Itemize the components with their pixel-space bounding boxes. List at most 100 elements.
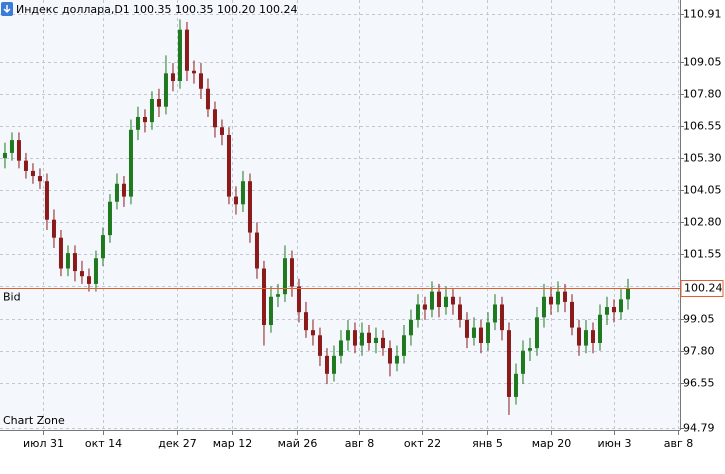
- y-tick-label: 106.55: [683, 120, 722, 133]
- candle-body: [268, 296, 273, 326]
- candle-body: [324, 355, 329, 374]
- candle-body: [492, 304, 497, 323]
- candle-body: [149, 99, 154, 123]
- candle-body: [212, 109, 217, 128]
- candle-body: [611, 307, 616, 313]
- candle-body: [184, 29, 189, 71]
- candle-body: [380, 337, 385, 349]
- y-tick-label: 109.05: [683, 56, 722, 69]
- x-tick-label: мар 12: [213, 437, 253, 450]
- candle-body: [625, 288, 630, 300]
- candle-body: [352, 330, 357, 346]
- candle-body: [121, 183, 126, 197]
- y-tick-label: 96.55: [683, 377, 715, 390]
- candle-body: [16, 140, 21, 161]
- candle-body: [191, 70, 196, 74]
- candle-body: [331, 355, 336, 374]
- candle-body: [177, 29, 182, 82]
- candle-body: [205, 88, 210, 110]
- candle-body: [261, 268, 266, 326]
- candle-body: [170, 73, 175, 82]
- header-value: 100.35: [175, 3, 214, 16]
- marks: [0, 0, 680, 430]
- candle-body: [72, 253, 77, 272]
- candle-body: [618, 299, 623, 313]
- candle-body: [345, 330, 350, 341]
- candle-body: [569, 301, 574, 328]
- candle-body: [23, 160, 28, 171]
- candle-body: [338, 340, 343, 356]
- candle-body: [65, 253, 70, 269]
- y-tick-label: 97.80: [683, 345, 715, 358]
- candle-body: [233, 196, 238, 205]
- candle-body: [44, 181, 49, 220]
- candle-body: [9, 140, 14, 153]
- candle-body: [555, 291, 560, 305]
- candle-body: [163, 73, 168, 107]
- x-tick-label: июл 31: [23, 437, 64, 450]
- candle-body: [429, 291, 434, 310]
- candle-body: [401, 335, 406, 356]
- header-value: 100.24: [259, 3, 298, 16]
- candle-body: [513, 373, 518, 397]
- candle-body: [387, 348, 392, 364]
- candle-body: [156, 99, 161, 107]
- candle-body: [2, 152, 7, 159]
- candle-body: [100, 235, 105, 259]
- candle-body: [310, 330, 315, 336]
- x-tick-label: авг 8: [345, 437, 375, 450]
- candle-body: [541, 296, 546, 318]
- x-tick-label: мар 20: [532, 437, 572, 450]
- candle-body: [443, 296, 448, 308]
- candle-body: [114, 183, 119, 202]
- candle-body: [317, 335, 322, 356]
- candle-body: [499, 304, 504, 331]
- y-tick-label: 104.05: [683, 184, 722, 197]
- candle-body: [51, 219, 56, 238]
- y-tick-label: 94.79: [683, 422, 715, 435]
- candle-body: [247, 181, 252, 233]
- candle-body: [93, 258, 98, 284]
- candle-body: [219, 127, 224, 135]
- candle-body: [289, 258, 294, 287]
- y-tick-label: 110.91: [683, 8, 722, 21]
- candle-body: [548, 296, 553, 305]
- bid-price: 100.24: [684, 282, 723, 295]
- candle-body: [135, 116, 140, 130]
- candle-body: [373, 337, 378, 343]
- plot-area: [0, 0, 680, 430]
- candle-body: [226, 134, 231, 197]
- bid-price-box: [680, 280, 724, 297]
- bid-label: Bid: [3, 291, 21, 304]
- candle-body: [303, 312, 308, 331]
- candle-body: [296, 286, 301, 313]
- candle-body: [436, 291, 441, 308]
- candle-body: [79, 271, 84, 277]
- candle-body: [471, 327, 476, 338]
- candle-body: [457, 304, 462, 320]
- y-tick-label: 101.55: [683, 248, 722, 261]
- candle-body: [37, 176, 42, 182]
- watermark: Chart Zone: [3, 414, 65, 427]
- candle-body: [583, 330, 588, 346]
- candle-body: [450, 296, 455, 305]
- y-tick-label: 107.80: [683, 88, 722, 101]
- candle-body: [275, 294, 280, 297]
- candle-body: [282, 258, 287, 295]
- y-tick-label: 102.80: [683, 216, 722, 229]
- candle-body: [576, 327, 581, 346]
- x-tick-label: авг 8: [664, 437, 694, 450]
- candle-body: [590, 330, 595, 343]
- candle-body: [198, 73, 203, 89]
- x-tick-label: окт 22: [404, 437, 441, 450]
- candle-body: [527, 348, 532, 351]
- x-tick-label: май 26: [278, 437, 318, 450]
- candle-body: [254, 232, 259, 269]
- candle-body: [464, 319, 469, 338]
- candle-body: [415, 304, 420, 320]
- candle-body: [359, 332, 364, 346]
- candle-body: [86, 276, 91, 284]
- x-tick-label: июн 3: [597, 437, 631, 450]
- candle-body: [604, 307, 609, 315]
